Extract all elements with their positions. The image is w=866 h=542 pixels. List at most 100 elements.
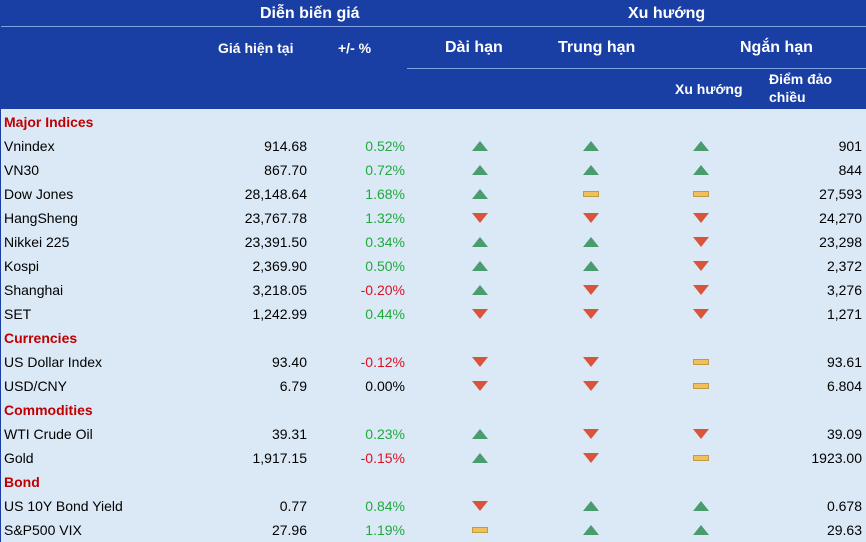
short-term-up-triangle-icon — [693, 165, 709, 175]
long-term-down-triangle-icon — [472, 357, 488, 367]
long-term-down-triangle-icon — [472, 309, 488, 319]
left-border — [0, 0, 1, 542]
mid-term-down-triangle-icon — [583, 357, 599, 367]
instrument-name: WTI Crude Oil — [4, 426, 93, 442]
trend-divider — [407, 68, 866, 69]
instrument-name: Dow Jones — [4, 186, 74, 202]
change-percent: 0.34% — [365, 234, 405, 250]
mid-term-down-triangle-icon — [583, 309, 599, 319]
mid-term-up-triangle-icon — [583, 261, 599, 271]
long-term-down-triangle-icon — [472, 381, 488, 391]
section-header: Major Indices — [0, 110, 866, 134]
reversal-point: 1923.00 — [811, 450, 862, 466]
short-term-down-triangle-icon — [693, 309, 709, 319]
short-term-flat-bar-icon — [693, 455, 709, 461]
current-price: 93.40 — [271, 354, 307, 370]
short-trend-heading: Xu hướng — [675, 81, 743, 97]
current-price: 867.70 — [264, 162, 307, 178]
reversal-heading-line2: chiều — [769, 89, 806, 105]
current-price: 914.68 — [264, 138, 307, 154]
mid-term-down-triangle-icon — [583, 453, 599, 463]
table-row: US 10Y Bond Yield 0.77 0.84% 0.678 — [0, 494, 866, 518]
short-term-down-triangle-icon — [693, 261, 709, 271]
mid-term-up-triangle-icon — [583, 237, 599, 247]
current-price: 1,242.99 — [252, 306, 308, 322]
price-group-heading: Diễn biến giá — [260, 5, 360, 22]
current-price: 3,218.05 — [252, 282, 308, 298]
reversal-point: 2,372 — [826, 258, 862, 274]
short-term-up-triangle-icon — [693, 141, 709, 151]
change-percent: -0.20% — [360, 282, 405, 298]
mid-term-down-triangle-icon — [583, 285, 599, 295]
long-term-down-triangle-icon — [472, 213, 488, 223]
long-term-heading: Dài hạn — [445, 39, 503, 56]
table-header: Diễn biến giá Xu hướng Giá hiện tại +/- … — [0, 0, 866, 109]
short-term-flat-bar-icon — [693, 191, 709, 197]
change-percent: 0.50% — [365, 258, 405, 274]
mid-term-up-triangle-icon — [583, 141, 599, 151]
instrument-name: US Dollar Index — [4, 354, 103, 370]
instrument-name: US 10Y Bond Yield — [4, 498, 123, 514]
reversal-point: 29.63 — [826, 522, 862, 538]
table-row: S&P500 VIX 27.96 1.19% 29.63 — [0, 518, 866, 542]
table-row: WTI Crude Oil 39.31 0.23% 39.09 — [0, 422, 866, 446]
reversal-point: 0.678 — [826, 498, 862, 514]
current-price: 6.79 — [279, 378, 307, 394]
change-percent: 0.44% — [365, 306, 405, 322]
change-pct-heading: +/- % — [338, 40, 372, 56]
current-price: 0.77 — [279, 498, 307, 514]
long-term-up-triangle-icon — [472, 261, 488, 271]
reversal-point: 901 — [838, 138, 862, 154]
short-term-flat-bar-icon — [693, 383, 709, 389]
change-percent: 0.72% — [365, 162, 405, 178]
short-term-down-triangle-icon — [693, 285, 709, 295]
change-percent: -0.15% — [360, 450, 405, 466]
section-header: Currencies — [0, 326, 866, 350]
reversal-point: 93.61 — [826, 354, 862, 370]
reversal-point: 23,298 — [819, 234, 862, 250]
current-price: 28,148.64 — [244, 186, 307, 202]
short-term-heading: Ngắn hạn — [740, 39, 813, 56]
mid-term-down-triangle-icon — [583, 381, 599, 391]
table-row: Dow Jones 28,148.64 1.68% 27,593 — [0, 182, 866, 206]
current-price: 39.31 — [271, 426, 307, 442]
current-price: 23,391.50 — [244, 234, 307, 250]
section-header: Commodities — [0, 398, 866, 422]
long-term-up-triangle-icon — [472, 165, 488, 175]
table-row: SET 1,242.99 0.44% 1,271 — [0, 302, 866, 326]
reversal-point: 1,271 — [826, 306, 862, 322]
reversal-point: 39.09 — [826, 426, 862, 442]
section-label: Major Indices — [4, 114, 94, 130]
reversal-point: 27,593 — [819, 186, 862, 202]
header-divider-top — [0, 26, 866, 27]
table-row: VN30 867.70 0.72% 844 — [0, 158, 866, 182]
change-percent: -0.12% — [360, 354, 405, 370]
reversal-point: 3,276 — [826, 282, 862, 298]
table-row: HangSheng 23,767.78 1.32% 24,270 — [0, 206, 866, 230]
table-row: US Dollar Index 93.40 -0.12% 93.61 — [0, 350, 866, 374]
long-term-down-triangle-icon — [472, 501, 488, 511]
reversal-point: 24,270 — [819, 210, 862, 226]
table-body: Major Indices Vnindex 914.68 0.52% 901 VN30 86… — [0, 110, 866, 542]
current-price: 27.96 — [271, 522, 307, 538]
table-row: Nikkei 225 23,391.50 0.34% 23,298 — [0, 230, 866, 254]
section-header: Bond — [0, 470, 866, 494]
mid-term-up-triangle-icon — [583, 165, 599, 175]
reversal-point: 6.804 — [826, 378, 862, 394]
short-term-up-triangle-icon — [693, 525, 709, 535]
table-row: Shanghai 3,218.05 -0.20% 3,276 — [0, 278, 866, 302]
instrument-name: Nikkei 225 — [4, 234, 70, 250]
change-percent: 0.00% — [365, 378, 405, 394]
long-term-up-triangle-icon — [472, 453, 488, 463]
trend-group-heading: Xu hướng — [628, 5, 706, 22]
change-percent: 1.32% — [365, 210, 405, 226]
table-row: USD/CNY 6.79 0.00% 6.804 — [0, 374, 866, 398]
current-price: 2,369.90 — [252, 258, 308, 274]
table-row: Vnindex 914.68 0.52% 901 — [0, 134, 866, 158]
mid-term-flat-bar-icon — [583, 191, 599, 197]
mid-term-up-triangle-icon — [583, 525, 599, 535]
reversal-point: 844 — [838, 162, 862, 178]
table-row: Kospi 2,369.90 0.50% 2,372 — [0, 254, 866, 278]
instrument-name: HangSheng — [4, 210, 78, 226]
